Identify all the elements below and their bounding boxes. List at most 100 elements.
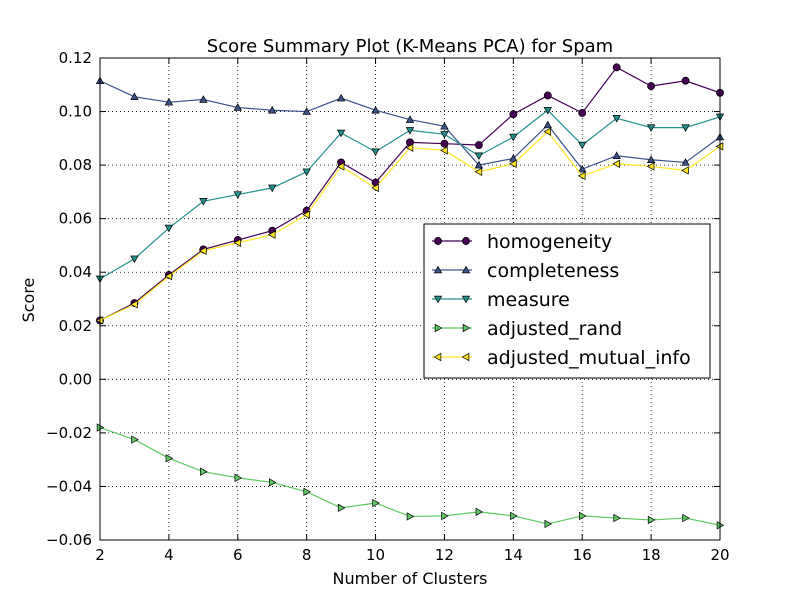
data-point-adjusted-mutual-info	[199, 246, 207, 255]
data-point-completeness	[233, 103, 242, 111]
axis-ticks: 2 4 6 8 10 12 14 16 18 20 −0.06 −0.04 −0.02 0.00 0.02 0…	[46, 49, 730, 564]
legend-marker-homogeneity	[434, 237, 442, 245]
x-tick-label: 6	[233, 546, 243, 564]
legend-box	[423, 223, 711, 379]
data-point-adjusted-rand	[682, 513, 690, 523]
legend-label-completeness: completeness	[487, 260, 619, 282]
series-group	[95, 63, 725, 530]
data-point-completeness	[268, 105, 277, 114]
data-point-adjusted-rand	[200, 467, 208, 476]
data-point-measure	[474, 152, 484, 161]
x-tick-label: 12	[435, 546, 454, 564]
data-point-homogeneity	[440, 139, 449, 148]
legend-label-measure: measure	[487, 289, 570, 311]
series-adjusted-mutual-info	[95, 127, 724, 325]
data-point-adjusted-rand	[441, 511, 449, 521]
data-point-adjusted-rand	[647, 515, 656, 525]
legend-label-adjusted-mutual-info: adjusted_mutual_info	[487, 347, 691, 369]
data-point-completeness	[336, 93, 346, 102]
legend-marker-measure	[433, 295, 443, 304]
data-point-completeness	[578, 164, 587, 173]
data-point-adjusted-mutual-info	[681, 166, 689, 175]
data-point-adjusted-rand	[165, 454, 174, 463]
y-tick-label: −0.04	[46, 477, 92, 495]
plot-frame	[99, 57, 721, 541]
data-point-adjusted-rand	[613, 513, 621, 523]
x-tick-label: 10	[366, 546, 385, 564]
data-point-completeness	[199, 95, 208, 103]
data-point-adjusted-mutual-info	[440, 146, 448, 155]
data-point-measure	[268, 184, 277, 193]
x-tick-label: 2	[95, 546, 105, 564]
data-point-measure	[233, 191, 242, 199]
data-point-homogeneity	[681, 76, 690, 85]
data-point-adjusted-mutual-info	[646, 162, 655, 171]
data-point-completeness	[164, 97, 174, 106]
data-point-adjusted-mutual-info	[405, 143, 414, 152]
series-adjusted-rand	[96, 423, 725, 530]
y-tick-label: 0.02	[59, 317, 92, 335]
data-point-completeness	[130, 92, 139, 101]
data-point-measure	[336, 129, 346, 138]
x-tick-label: 18	[642, 546, 661, 564]
data-point-adjusted-mutual-info	[267, 230, 276, 239]
data-point-adjusted-mutual-info	[164, 272, 173, 281]
data-point-adjusted-mutual-info	[371, 183, 379, 193]
legend-label-adjusted-rand: adjusted_rand	[487, 318, 622, 340]
data-point-adjusted-mutual-info	[612, 159, 620, 168]
legend-marker-adjusted-mutual-info	[433, 352, 442, 362]
y-axis-label: Score	[19, 278, 38, 323]
data-point-homogeneity	[578, 108, 587, 117]
x-tick-label: 4	[164, 546, 174, 564]
data-point-completeness	[681, 158, 690, 166]
data-point-adjusted-mutual-info	[474, 167, 483, 177]
data-point-adjusted-mutual-info	[577, 171, 586, 181]
data-point-measure	[199, 198, 208, 206]
data-point-adjusted-rand	[303, 487, 311, 496]
data-point-adjusted-rand	[268, 478, 277, 487]
legend-marker-measure	[461, 295, 471, 304]
data-point-adjusted-mutual-info	[543, 127, 552, 136]
data-point-measure	[543, 106, 552, 115]
data-point-adjusted-rand	[337, 503, 346, 513]
data-point-adjusted-rand	[234, 473, 243, 483]
data-point-homogeneity	[543, 91, 552, 100]
series-measure	[95, 106, 725, 284]
y-tick-label: 0.10	[59, 103, 92, 121]
data-point-completeness	[509, 154, 518, 162]
data-point-measure	[371, 148, 380, 157]
chart-title: Score Summary Plot (K-Means PCA) for Spa…	[207, 36, 613, 57]
x-tick-label: 20	[710, 546, 729, 564]
data-point-measure	[509, 133, 518, 142]
data-point-adjusted-rand	[578, 511, 587, 521]
data-point-adjusted-rand	[406, 512, 415, 521]
y-tick-label: −0.02	[46, 424, 92, 442]
data-point-measure	[405, 127, 415, 135]
y-tick-label: 0.04	[59, 263, 92, 281]
y-tick-label: 0.06	[59, 210, 92, 228]
y-tick-label: −0.06	[46, 531, 92, 549]
data-point-homogeneity	[509, 110, 518, 119]
y-tick-label: 0.00	[59, 370, 92, 388]
legend-marker-adjusted-rand	[434, 323, 443, 333]
legend-marker-homogeneity	[462, 237, 470, 245]
x-tick-label: 16	[573, 546, 592, 564]
data-point-measure	[164, 224, 174, 233]
legend-marker-completeness	[433, 265, 443, 274]
legend-marker-completeness	[461, 265, 471, 274]
data-point-measure	[130, 255, 139, 264]
data-point-adjusted-mutual-info	[233, 238, 242, 247]
data-point-completeness	[474, 160, 484, 169]
data-point-adjusted-rand	[544, 519, 553, 529]
data-point-measure	[578, 141, 587, 150]
data-point-completeness	[646, 155, 656, 163]
y-tick-label: 0.12	[59, 49, 92, 67]
data-point-measure	[302, 168, 311, 177]
x-tick-label: 8	[302, 546, 312, 564]
data-point-measure	[646, 124, 656, 132]
data-point-homogeneity	[474, 141, 483, 149]
data-point-adjusted-rand	[131, 435, 139, 444]
x-tick-label: 14	[504, 546, 523, 564]
data-point-adjusted-rand	[475, 507, 484, 517]
